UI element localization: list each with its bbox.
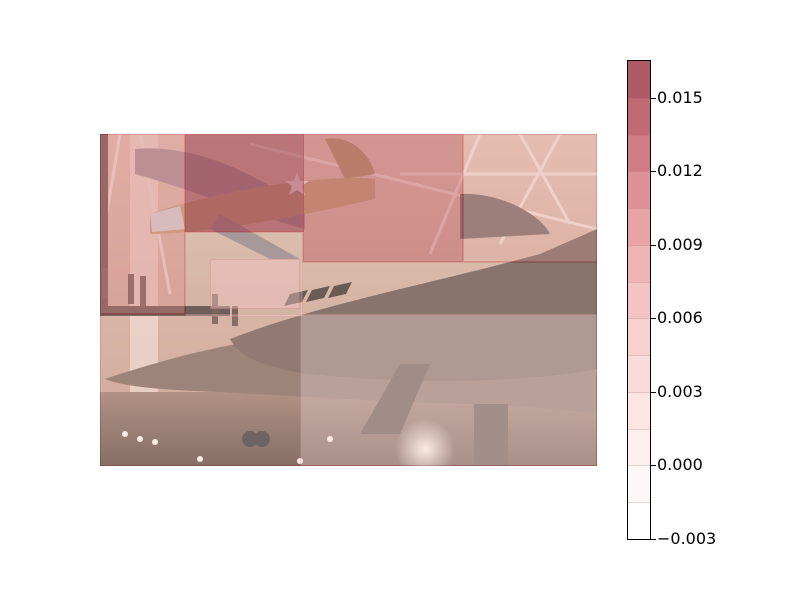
colorbar-tick-label: −0.003	[657, 529, 717, 548]
colorbar-tick	[651, 171, 656, 173]
heatmap-cell	[185, 232, 303, 317]
colorbar	[627, 60, 651, 540]
colorbar-tick	[651, 318, 656, 320]
colorbar-tick	[651, 539, 656, 540]
colorbar-band	[628, 171, 650, 209]
colorbar-band	[628, 97, 650, 135]
colorbar-tick	[651, 244, 656, 246]
colorbar-tick-label: 0.003	[657, 381, 703, 401]
colorbar-tick-label: 0.012	[657, 161, 703, 181]
heatmap-cell	[185, 134, 304, 232]
heatmap-overlay	[100, 134, 597, 466]
heatmap-cell	[300, 262, 597, 466]
colorbar-band	[628, 355, 650, 392]
colorbar-band	[628, 391, 650, 429]
heatmap-cell	[100, 314, 597, 466]
colorbar-band	[628, 208, 650, 245]
colorbar-tick	[651, 97, 656, 99]
colorbar-band	[628, 244, 650, 282]
colorbar-band	[628, 281, 650, 319]
photo-panel	[100, 134, 597, 466]
colorbar-band	[628, 134, 650, 172]
heatmap-cell	[100, 134, 185, 314]
colorbar-band	[628, 61, 650, 98]
colorbar-tick-label: 0.000	[657, 455, 703, 475]
colorbar-tick-label: 0.006	[657, 308, 703, 328]
heatmap-cell	[303, 134, 463, 262]
heatmap-cell	[463, 134, 597, 262]
colorbar-band	[628, 502, 650, 539]
colorbar-band	[628, 318, 650, 356]
colorbar-tick	[651, 465, 656, 467]
colorbar-tick-label: 0.015	[657, 87, 703, 107]
colorbar-tick-label: 0.009	[657, 234, 703, 254]
colorbar-tick	[651, 391, 656, 393]
colorbar-band	[628, 428, 650, 466]
heatmap-cell	[210, 259, 300, 309]
colorbar-band	[628, 465, 650, 503]
